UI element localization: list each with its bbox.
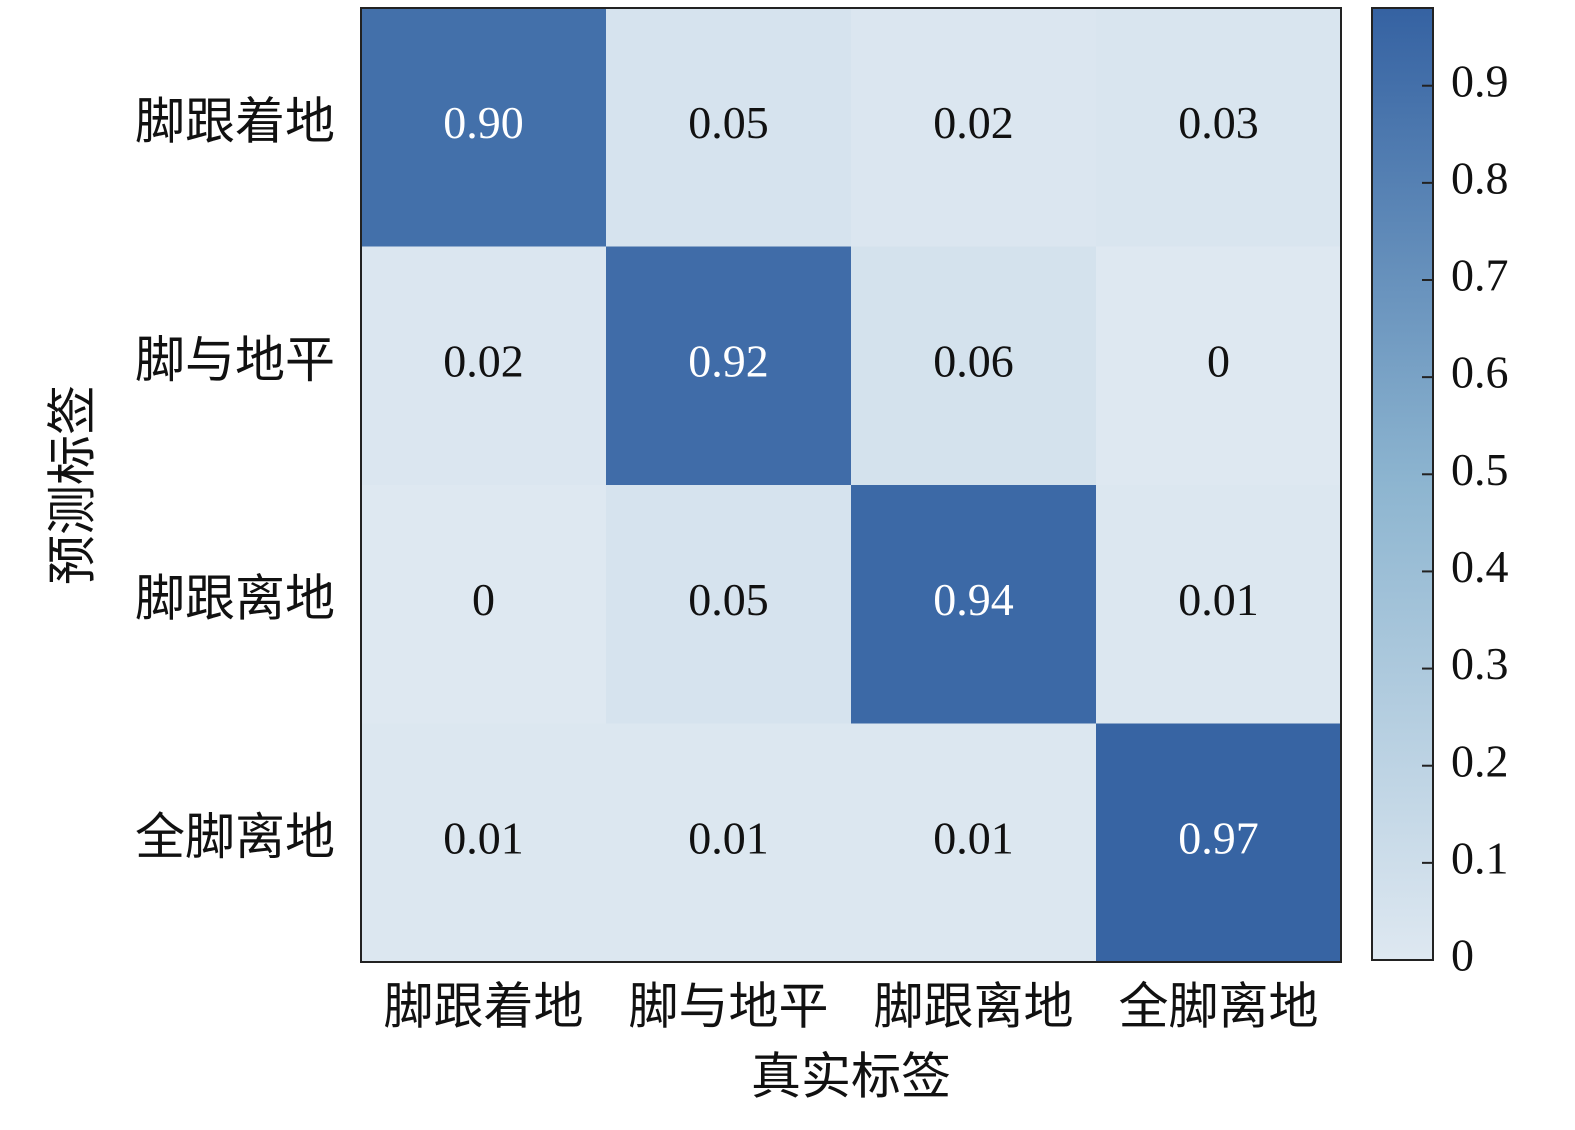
colorbar-tick-label: 0.5 xyxy=(1451,444,1509,495)
cell-label: 0.90 xyxy=(443,97,524,148)
plot-frame xyxy=(360,7,1342,963)
heatmap-cell xyxy=(606,8,852,247)
heatmap-cell xyxy=(851,246,1097,486)
cell-label: 0.01 xyxy=(933,812,1014,863)
cell-label: 0.92 xyxy=(688,335,769,386)
cell-label: 0.06 xyxy=(933,335,1014,386)
cell-label: 0.05 xyxy=(688,97,769,148)
cell-label: 0.01 xyxy=(443,812,524,863)
heatmap-cell xyxy=(1096,723,1342,963)
cell-label: 0.05 xyxy=(688,574,769,625)
colorbar-tick-label: 0.6 xyxy=(1451,347,1509,398)
heatmap-cell xyxy=(851,723,1097,963)
cell-label: 0.02 xyxy=(933,97,1014,148)
colorbar xyxy=(1371,7,1434,961)
heatmap-cell xyxy=(1096,246,1342,486)
cell-label: 0.01 xyxy=(1178,574,1259,625)
cell-label: 0 xyxy=(472,574,495,625)
colorbar-tick-label: 0.2 xyxy=(1451,735,1509,786)
y-tick-label: 脚跟着地 xyxy=(135,94,335,150)
colorbar-tick-label: 0.4 xyxy=(1451,541,1509,592)
x-tick-label: 脚跟着地 xyxy=(384,978,584,1034)
heatmap-cell xyxy=(606,723,852,963)
heatmap-cell xyxy=(361,246,607,486)
colorbar-tick-label: 0.7 xyxy=(1451,250,1509,301)
heatmap-cell xyxy=(851,485,1097,724)
heatmap-cell xyxy=(851,8,1097,247)
x-tick-label: 脚跟离地 xyxy=(874,978,1074,1034)
heatmap-cell xyxy=(361,723,607,963)
cell-label: 0.97 xyxy=(1178,812,1259,863)
cell-label: 0.94 xyxy=(933,574,1014,625)
y-tick-label: 脚与地平 xyxy=(135,332,335,388)
colorbar-tick-label: 0.1 xyxy=(1451,832,1509,883)
y-tick-label: 脚跟离地 xyxy=(135,571,335,627)
heatmap-cell xyxy=(1096,485,1342,724)
y-axis-label: 预测标签 xyxy=(44,385,100,585)
colorbar-tick-label: 0.8 xyxy=(1451,152,1509,203)
x-tick-label: 脚与地平 xyxy=(629,978,829,1034)
cell-label: 0.01 xyxy=(688,812,769,863)
cell-label: 0 xyxy=(1207,335,1230,386)
colorbar-tick-label: 0.9 xyxy=(1451,55,1509,106)
heatmap-cell xyxy=(361,485,607,724)
heatmap-cell xyxy=(361,8,607,247)
colorbar-tick-label: 0.3 xyxy=(1451,638,1509,689)
cell-label: 0.03 xyxy=(1178,97,1259,148)
heatmap-cell xyxy=(1096,8,1342,247)
heatmap-cell xyxy=(606,246,852,486)
x-tick-label: 全脚离地 xyxy=(1119,978,1319,1034)
colorbar-tick-label: 0 xyxy=(1451,930,1474,981)
heatmap-cell xyxy=(606,485,852,724)
y-tick-label: 全脚离地 xyxy=(135,809,335,865)
x-axis-label: 真实标签 xyxy=(751,1048,951,1104)
cell-label: 0.02 xyxy=(443,335,524,386)
